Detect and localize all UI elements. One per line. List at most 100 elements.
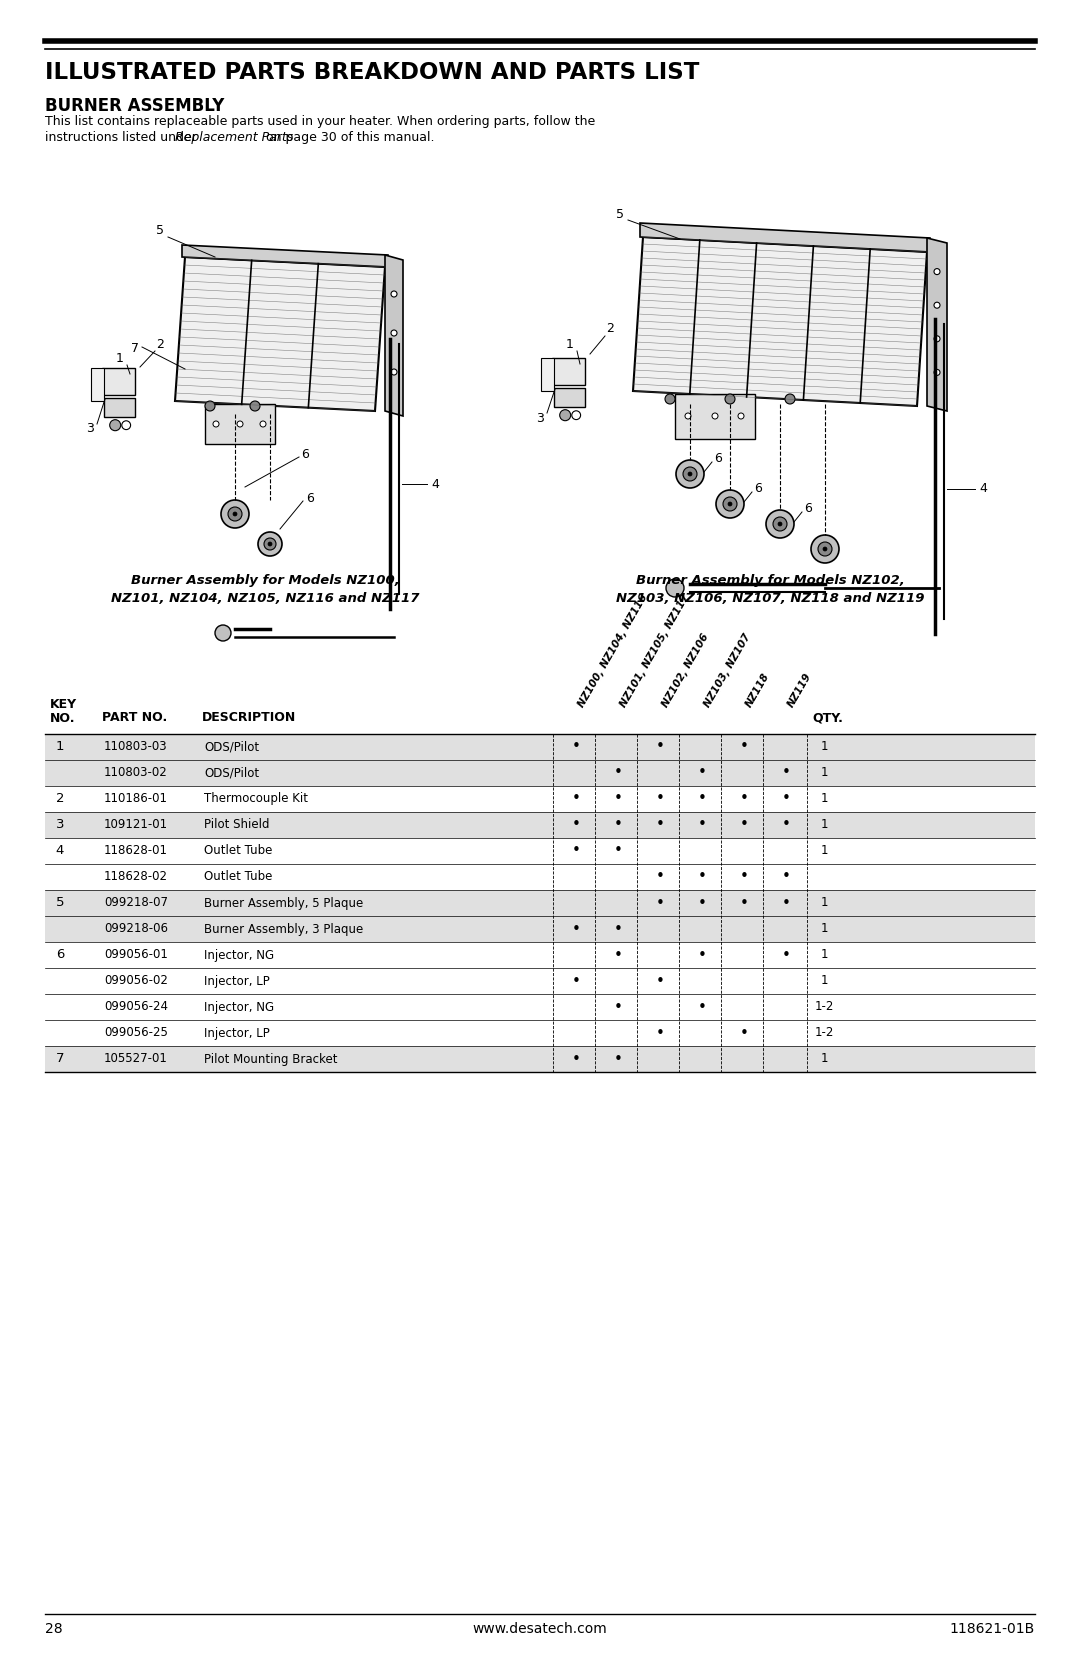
Text: 1: 1 [56,741,64,753]
Circle shape [260,421,266,427]
Text: 1-2: 1-2 [814,1000,834,1013]
Text: ODS/Pilot: ODS/Pilot [204,741,259,753]
Circle shape [934,302,940,309]
Text: 1: 1 [820,845,827,858]
Text: 118628-01: 118628-01 [104,845,168,858]
Text: 7: 7 [56,1053,64,1065]
Text: 1: 1 [820,741,827,753]
FancyBboxPatch shape [45,813,1035,838]
Text: 110803-03: 110803-03 [104,741,167,753]
Text: 4: 4 [56,845,64,858]
Text: •: • [740,896,748,911]
Text: •: • [782,948,791,963]
Text: •: • [782,818,791,833]
Circle shape [391,290,397,297]
Text: •: • [740,870,748,885]
Circle shape [221,501,249,527]
Circle shape [268,542,272,546]
Text: 1: 1 [566,337,573,350]
Polygon shape [633,237,927,406]
Text: 1: 1 [820,818,827,831]
Polygon shape [640,224,930,252]
Text: ILLUSTRATED PARTS BREAKDOWN AND PARTS LIST: ILLUSTRATED PARTS BREAKDOWN AND PARTS LI… [45,62,700,83]
Circle shape [773,517,787,531]
Text: •: • [571,921,580,936]
Text: Outlet Tube: Outlet Tube [204,845,272,858]
Text: 110803-02: 110803-02 [104,766,167,779]
Text: 5: 5 [156,225,164,237]
Circle shape [934,369,940,376]
Circle shape [785,394,795,404]
Text: •: • [782,791,791,806]
Polygon shape [927,239,947,411]
Text: •: • [571,739,580,754]
Text: 1: 1 [116,352,124,366]
Text: instructions listed under: instructions listed under [45,130,201,144]
Text: Thermocouple Kit: Thermocouple Kit [204,793,308,806]
Circle shape [110,419,121,431]
FancyBboxPatch shape [102,367,135,396]
Text: Burner Assembly, 5 Plaque: Burner Assembly, 5 Plaque [204,896,363,910]
Text: 1: 1 [820,975,827,988]
Text: NZ101, NZ105, NZ117: NZ101, NZ105, NZ117 [618,592,691,709]
Circle shape [728,502,732,506]
Text: 2: 2 [606,322,613,335]
Circle shape [823,547,827,551]
Text: 099218-06: 099218-06 [104,923,168,936]
Circle shape [778,522,782,526]
Text: 1: 1 [820,766,827,779]
FancyBboxPatch shape [554,387,585,407]
Text: •: • [656,896,664,911]
Text: 118621-01B: 118621-01B [949,1622,1035,1636]
FancyBboxPatch shape [45,916,1035,941]
Text: 2: 2 [157,337,164,350]
Circle shape [213,421,219,427]
Circle shape [811,536,839,562]
Text: 110186-01: 110186-01 [104,793,168,806]
Polygon shape [384,255,403,416]
Text: NO.: NO. [50,713,76,724]
Text: 3: 3 [56,818,64,831]
Circle shape [766,511,794,537]
Text: •: • [698,1000,706,1015]
Circle shape [228,507,242,521]
Text: •: • [571,791,580,806]
Text: •: • [698,818,706,833]
Text: 6: 6 [805,502,812,516]
Text: DESCRIPTION: DESCRIPTION [202,711,296,724]
Text: QTY.: QTY. [812,711,842,724]
Text: 105527-01: 105527-01 [104,1053,167,1065]
FancyBboxPatch shape [541,357,554,391]
Text: KEY: KEY [50,698,77,711]
Text: 099056-01: 099056-01 [104,948,167,961]
Text: •: • [571,843,580,858]
Text: 6: 6 [56,948,64,961]
Text: 099218-07: 099218-07 [104,896,168,910]
Text: •: • [698,791,706,806]
Circle shape [725,394,735,404]
Text: •: • [740,791,748,806]
Text: www.desatech.com: www.desatech.com [473,1622,607,1636]
Circle shape [666,579,684,598]
Text: 1: 1 [820,896,827,910]
FancyBboxPatch shape [552,357,585,386]
Text: 3: 3 [86,422,94,436]
Text: •: • [613,921,622,936]
Text: Burner Assembly for Models NZ100,: Burner Assembly for Models NZ100, [131,574,400,587]
Text: •: • [740,1025,748,1040]
Polygon shape [183,245,388,267]
Text: This list contains replaceable parts used in your heater. When ordering parts, f: This list contains replaceable parts use… [45,115,595,129]
Circle shape [676,461,704,487]
Text: •: • [698,870,706,885]
Text: 28: 28 [45,1622,63,1636]
Circle shape [559,409,570,421]
Text: NZ103, NZ107: NZ103, NZ107 [702,633,753,709]
Text: 5: 5 [616,207,624,220]
Text: NZ118: NZ118 [744,671,771,709]
Text: Injector, NG: Injector, NG [204,948,274,961]
Text: •: • [613,1000,622,1015]
Text: 109121-01: 109121-01 [104,818,168,831]
Circle shape [258,532,282,556]
Text: •: • [613,948,622,963]
Text: •: • [656,870,664,885]
